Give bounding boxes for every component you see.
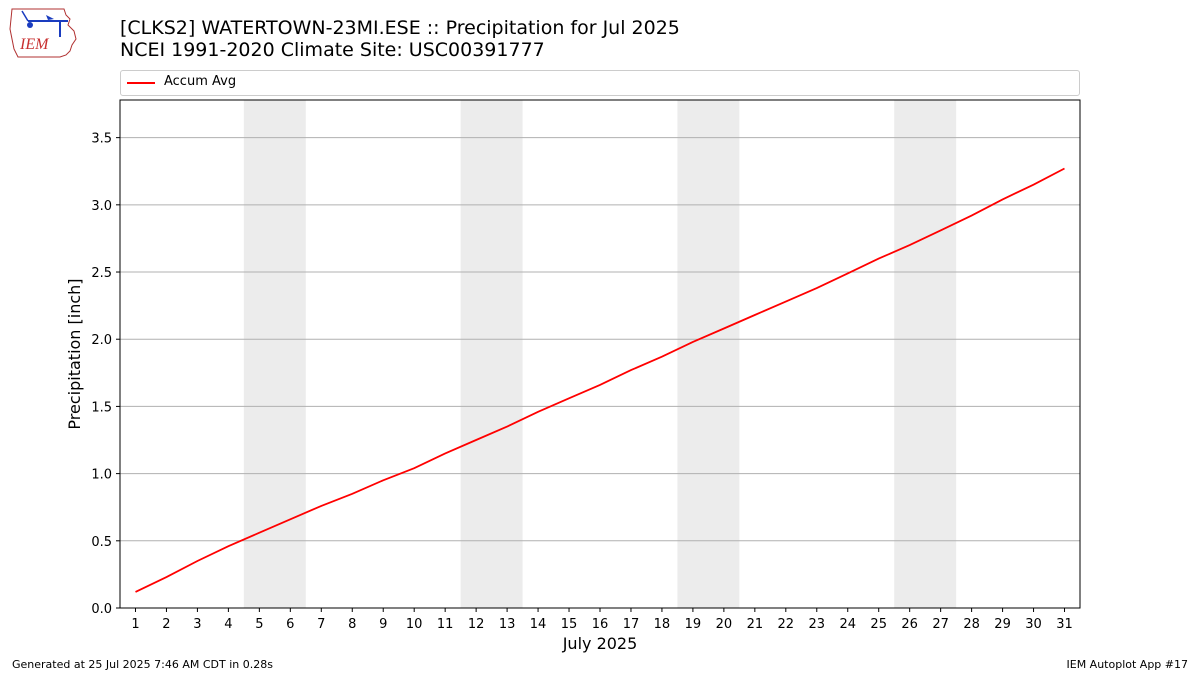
weekend-shade — [460, 100, 523, 608]
y-tick-label: 2.5 — [91, 266, 112, 281]
x-tick-label: 5 — [255, 617, 263, 632]
weekend-shade — [894, 100, 957, 608]
y-axis-label: Precipitation [inch] — [65, 278, 84, 429]
x-tick-label: 7 — [317, 617, 325, 632]
x-tick-label: 17 — [623, 617, 640, 632]
y-tick-label: 3.0 — [91, 199, 112, 214]
footer-generated-text: Generated at 25 Jul 2025 7:46 AM CDT in … — [12, 658, 273, 671]
legend-label: Accum Avg — [164, 74, 237, 89]
svg-text:IEM: IEM — [19, 36, 50, 53]
y-tick-label: 0.0 — [91, 602, 112, 617]
x-tick-label: 20 — [716, 617, 733, 632]
x-tick-label: 25 — [870, 617, 887, 632]
chart-title: [CLKS2] WATERTOWN-23MI.ESE :: Precipitat… — [120, 17, 680, 39]
x-tick-label: 31 — [1056, 617, 1073, 632]
legend-swatch — [127, 82, 155, 84]
chart-legend: Accum Avg — [120, 70, 1080, 96]
plot-frame — [119, 99, 1081, 609]
x-tick-label: 12 — [468, 617, 485, 632]
x-axis-label: July 2025 — [562, 634, 638, 653]
x-tick-label: 19 — [685, 617, 702, 632]
x-tick-label: 4 — [224, 617, 232, 632]
footer-app-id: IEM Autoplot App #17 — [1066, 658, 1189, 671]
x-tick-label: 14 — [530, 617, 547, 632]
series-line-accum-avg — [135, 167, 1065, 593]
x-tick-label: 22 — [778, 617, 795, 632]
x-tick-label: 3 — [193, 617, 201, 632]
iem-logo: IEM — [9, 8, 77, 58]
y-tick-label: 2.0 — [91, 333, 112, 348]
x-tick-label: 2 — [162, 617, 170, 632]
x-tick-label: 26 — [901, 617, 918, 632]
x-tick-label: 6 — [286, 617, 294, 632]
x-tick-label: 21 — [747, 617, 764, 632]
y-tick-label: 0.5 — [91, 535, 112, 550]
x-tick-label: 9 — [379, 617, 387, 632]
x-tick-label: 18 — [654, 617, 671, 632]
x-tick-label: 11 — [437, 617, 454, 632]
x-tick-label: 10 — [406, 617, 423, 632]
chart-subtitle: NCEI 1991-2020 Climate Site: USC00391777 — [120, 39, 545, 61]
y-tick-label: 1.5 — [91, 400, 112, 415]
x-tick-label: 23 — [809, 617, 826, 632]
x-tick-label: 24 — [839, 617, 856, 632]
x-tick-label: 16 — [592, 617, 609, 632]
x-tick-label: 30 — [1025, 617, 1042, 632]
x-tick-label: 29 — [994, 617, 1011, 632]
y-tick-label: 3.5 — [91, 132, 112, 147]
x-tick-label: 15 — [561, 617, 578, 632]
weekend-shade — [677, 100, 740, 608]
x-tick-label: 1 — [131, 617, 139, 632]
x-tick-label: 13 — [499, 617, 516, 632]
weekend-shade — [243, 100, 306, 608]
x-tick-label: 28 — [963, 617, 980, 632]
y-tick-label: 1.0 — [91, 468, 112, 483]
x-tick-label: 8 — [348, 617, 356, 632]
x-tick-label: 27 — [932, 617, 949, 632]
